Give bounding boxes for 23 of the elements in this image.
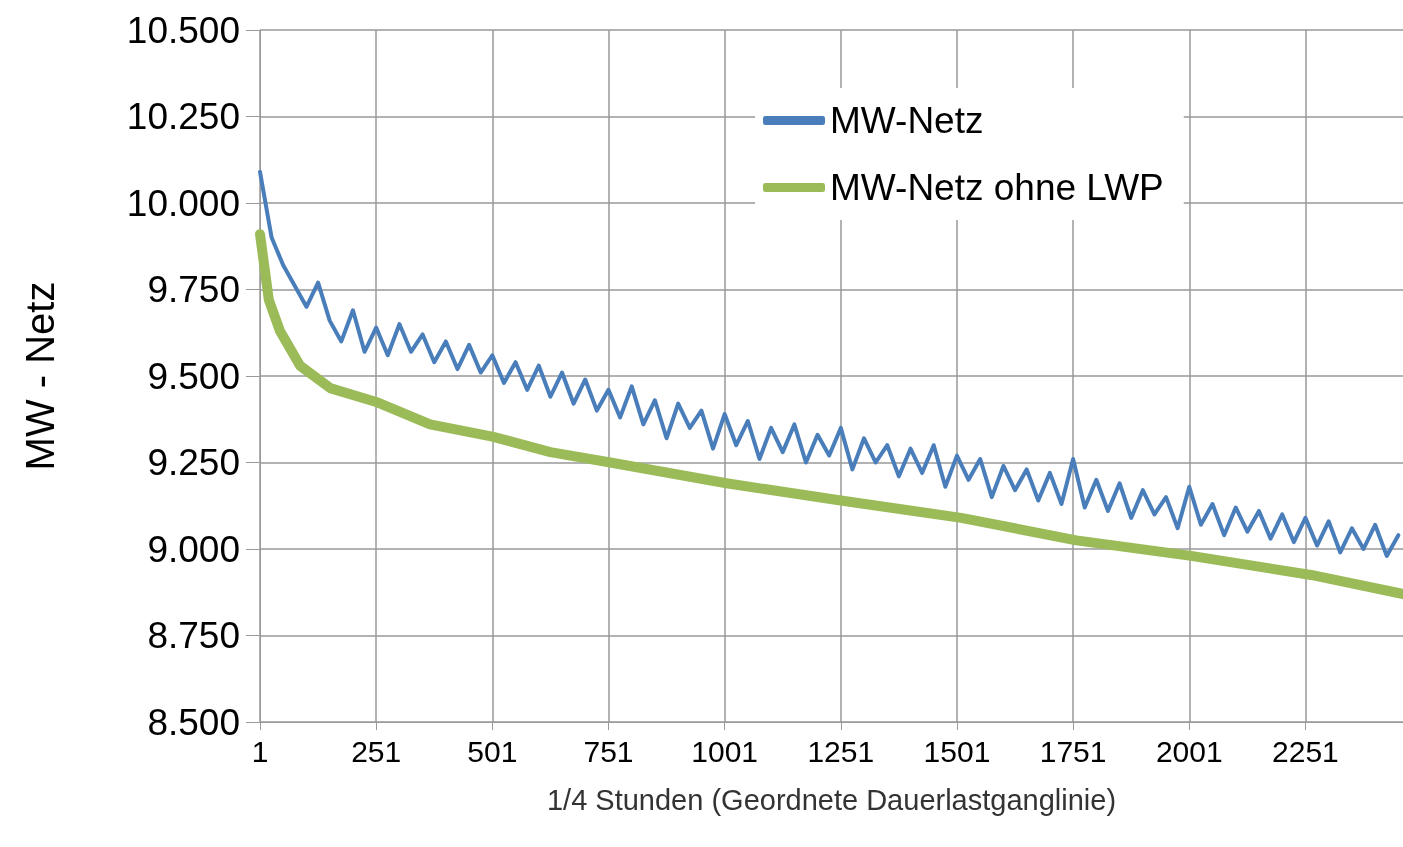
y-tick-label: 9.000 xyxy=(147,528,240,570)
y-tick-label: 10.000 xyxy=(126,182,240,224)
x-tick-label: 2251 xyxy=(1272,734,1339,768)
y-tick-label: 8.500 xyxy=(147,701,240,743)
legend-label: MW-Netz ohne LWP xyxy=(830,167,1164,208)
y-tick-label: 9.500 xyxy=(147,355,240,397)
x-tick-label: 1001 xyxy=(691,734,759,768)
y-tick-label: 10.500 xyxy=(126,9,240,51)
y-axis-title: MW - Netz xyxy=(18,281,62,471)
x-tick-label: 751 xyxy=(583,734,634,768)
x-tick-label: 1501 xyxy=(923,734,991,768)
x-tick-label: 251 xyxy=(351,734,402,768)
y-tick-label: 9.750 xyxy=(147,269,240,310)
x-tick-label: 1751 xyxy=(1039,734,1107,768)
x-tick-label: 1 xyxy=(251,734,269,768)
x-tick-label: 2001 xyxy=(1155,734,1223,768)
legend-label: MW-Netz xyxy=(830,100,984,141)
y-tick-label: 10.250 xyxy=(126,96,240,137)
x-axis-title: 1/4 Stunden (Geordnete Dauerlastganglinie) xyxy=(546,783,1117,816)
x-tick-label: 501 xyxy=(467,734,518,768)
y-tick-label: 9.250 xyxy=(147,442,240,483)
y-tick-label: 8.750 xyxy=(147,615,240,656)
x-tick-label: 1251 xyxy=(807,734,875,768)
